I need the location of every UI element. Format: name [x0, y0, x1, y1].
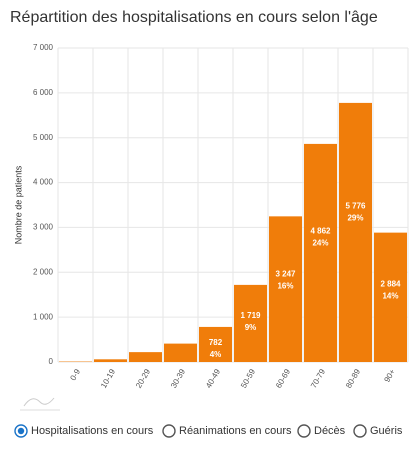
- x-tick-label: 50-59: [239, 367, 257, 390]
- x-tick-label: 70-79: [309, 367, 327, 390]
- y-tick-label: 0: [49, 357, 54, 366]
- bar: [94, 359, 127, 362]
- radio-label[interactable]: Réanimations en cours: [179, 425, 292, 437]
- share-label: 14%: [382, 291, 398, 300]
- y-axis-label: Nombre de patients: [13, 165, 23, 244]
- y-tick-label: 5 000: [33, 133, 54, 142]
- x-tick-label: 80-89: [344, 367, 362, 390]
- y-tick-label: 4 000: [33, 178, 54, 187]
- share-label: 4%: [210, 350, 222, 359]
- radio-label[interactable]: Hospitalisations en cours: [31, 425, 154, 437]
- y-tick-label: 2 000: [33, 267, 54, 276]
- radio-button[interactable]: [354, 425, 366, 437]
- share-label: 24%: [312, 238, 328, 247]
- x-tick-label: 10-19: [99, 367, 117, 390]
- bar: [164, 344, 197, 362]
- radio-dot: [18, 428, 24, 434]
- value-label: 782: [209, 338, 223, 347]
- logo-icon: [24, 398, 54, 406]
- share-label: 16%: [277, 282, 293, 291]
- share-label: 9%: [245, 323, 257, 332]
- chart-title: Répartition des hospitalisations en cour…: [10, 9, 378, 26]
- bar: [129, 352, 162, 362]
- value-label: 3 247: [275, 270, 296, 279]
- x-tick-label: 60-69: [274, 367, 292, 390]
- radio-button[interactable]: [163, 425, 175, 437]
- y-tick-label: 7 000: [33, 43, 54, 52]
- x-tick-label: 20-29: [134, 367, 152, 390]
- y-tick-label: 6 000: [33, 88, 54, 97]
- value-label: 5 776: [345, 202, 366, 211]
- y-tick-label: 1 000: [33, 312, 54, 321]
- radio-label[interactable]: Guéris: [370, 425, 403, 437]
- bar: [304, 144, 337, 362]
- y-tick-label: 3 000: [33, 223, 54, 232]
- bar: [339, 103, 372, 362]
- x-tick-label: 90+: [382, 367, 397, 384]
- value-label: 4 862: [310, 226, 331, 235]
- x-tick-label: 30-39: [169, 367, 187, 390]
- x-tick-label: 40-49: [204, 367, 222, 390]
- radio-button[interactable]: [298, 425, 310, 437]
- x-tick-label: 0-9: [68, 367, 82, 382]
- radio-label[interactable]: Décès: [314, 425, 346, 437]
- value-label: 2 884: [380, 279, 401, 288]
- value-label: 1 719: [240, 311, 261, 320]
- share-label: 29%: [347, 214, 363, 223]
